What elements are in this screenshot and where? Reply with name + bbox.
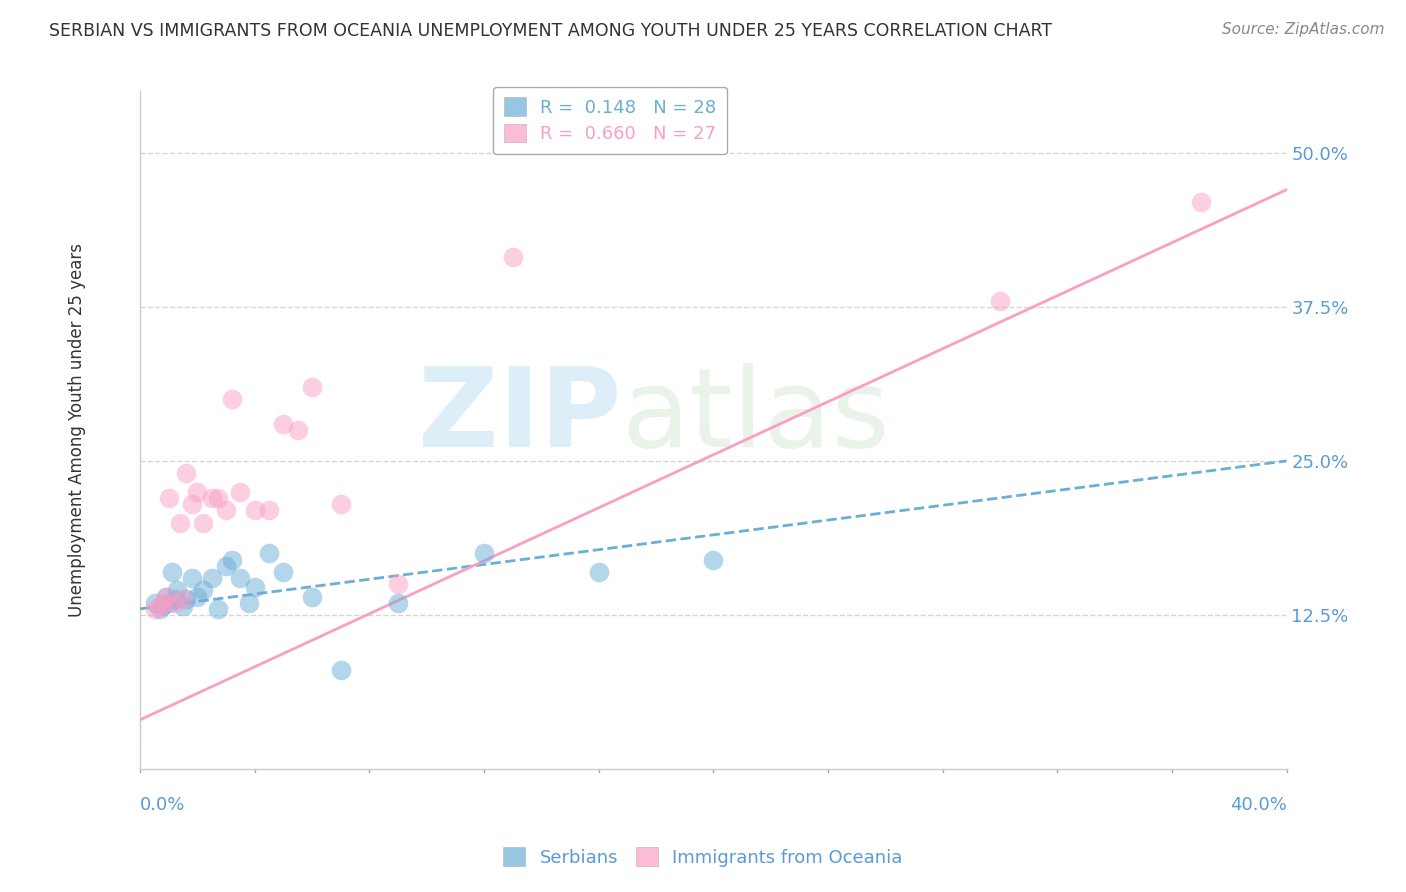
Point: [143, 596, 166, 610]
Text: 0.0%: 0.0%: [141, 797, 186, 814]
Legend: Serbians, Immigrants from Oceania: Serbians, Immigrants from Oceania: [496, 840, 910, 874]
Point: [180, 571, 202, 585]
Point: [155, 590, 177, 604]
Point: [193, 583, 215, 598]
Point: [172, 599, 194, 614]
Text: Source: ZipAtlas.com: Source: ZipAtlas.com: [1222, 22, 1385, 37]
Text: SERBIAN VS IMMIGRANTS FROM OCEANIA UNEMPLOYMENT AMONG YOUTH UNDER 25 YEARS CORRE: SERBIAN VS IMMIGRANTS FROM OCEANIA UNEMP…: [49, 22, 1052, 40]
Point: [149, 602, 172, 616]
Point: [502, 251, 524, 265]
Point: [329, 664, 352, 678]
Point: [201, 491, 224, 505]
Point: [160, 565, 183, 579]
Point: [702, 552, 724, 566]
Point: [257, 503, 280, 517]
Point: [387, 596, 409, 610]
Point: [157, 491, 180, 505]
Point: [152, 596, 174, 610]
Point: [588, 565, 610, 579]
Text: atlas: atlas: [621, 363, 890, 470]
Point: [988, 293, 1011, 308]
Legend: R =  0.148   N = 28, R =  0.660   N = 27: R = 0.148 N = 28, R = 0.660 N = 27: [494, 87, 727, 154]
Point: [257, 546, 280, 560]
Point: [215, 503, 238, 517]
Point: [387, 577, 409, 591]
Point: [155, 590, 177, 604]
Point: [143, 602, 166, 616]
Point: [329, 497, 352, 511]
Point: [157, 596, 180, 610]
Point: [207, 602, 229, 616]
Point: [163, 596, 186, 610]
Point: [174, 591, 197, 606]
Point: [243, 580, 266, 594]
Point: [193, 516, 215, 530]
Point: [169, 516, 191, 530]
Point: [201, 571, 224, 585]
Point: [472, 546, 495, 560]
Text: 40.0%: 40.0%: [1230, 797, 1286, 814]
Text: ZIP: ZIP: [419, 363, 621, 470]
Point: [174, 467, 197, 481]
Point: [229, 484, 252, 499]
Point: [1189, 194, 1212, 209]
Point: [186, 484, 208, 499]
Point: [229, 571, 252, 585]
Point: [215, 558, 238, 573]
Point: [273, 417, 295, 431]
Point: [301, 590, 323, 604]
Point: [238, 596, 260, 610]
Point: [163, 591, 186, 606]
Point: [301, 380, 323, 394]
Point: [207, 491, 229, 505]
Point: [180, 497, 202, 511]
Point: [243, 503, 266, 517]
Point: [152, 598, 174, 612]
Point: [221, 552, 243, 566]
Point: [287, 423, 309, 437]
Point: [149, 599, 172, 614]
Point: [172, 591, 194, 606]
Text: Unemployment Among Youth under 25 years: Unemployment Among Youth under 25 years: [67, 244, 86, 617]
Point: [221, 392, 243, 407]
Point: [166, 583, 188, 598]
Point: [273, 565, 295, 579]
Point: [186, 590, 208, 604]
